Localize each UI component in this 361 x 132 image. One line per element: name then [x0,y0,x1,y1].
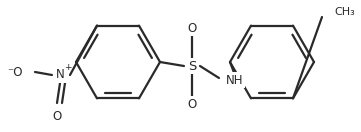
Text: N: N [56,69,64,81]
Text: NH: NH [226,74,244,86]
Text: O: O [52,110,62,123]
Text: O: O [187,98,197,110]
Text: ⁻O: ⁻O [8,65,23,79]
Text: +: + [64,62,72,72]
Text: O: O [187,22,197,34]
Text: S: S [188,60,196,72]
Text: CH₃: CH₃ [334,7,355,17]
